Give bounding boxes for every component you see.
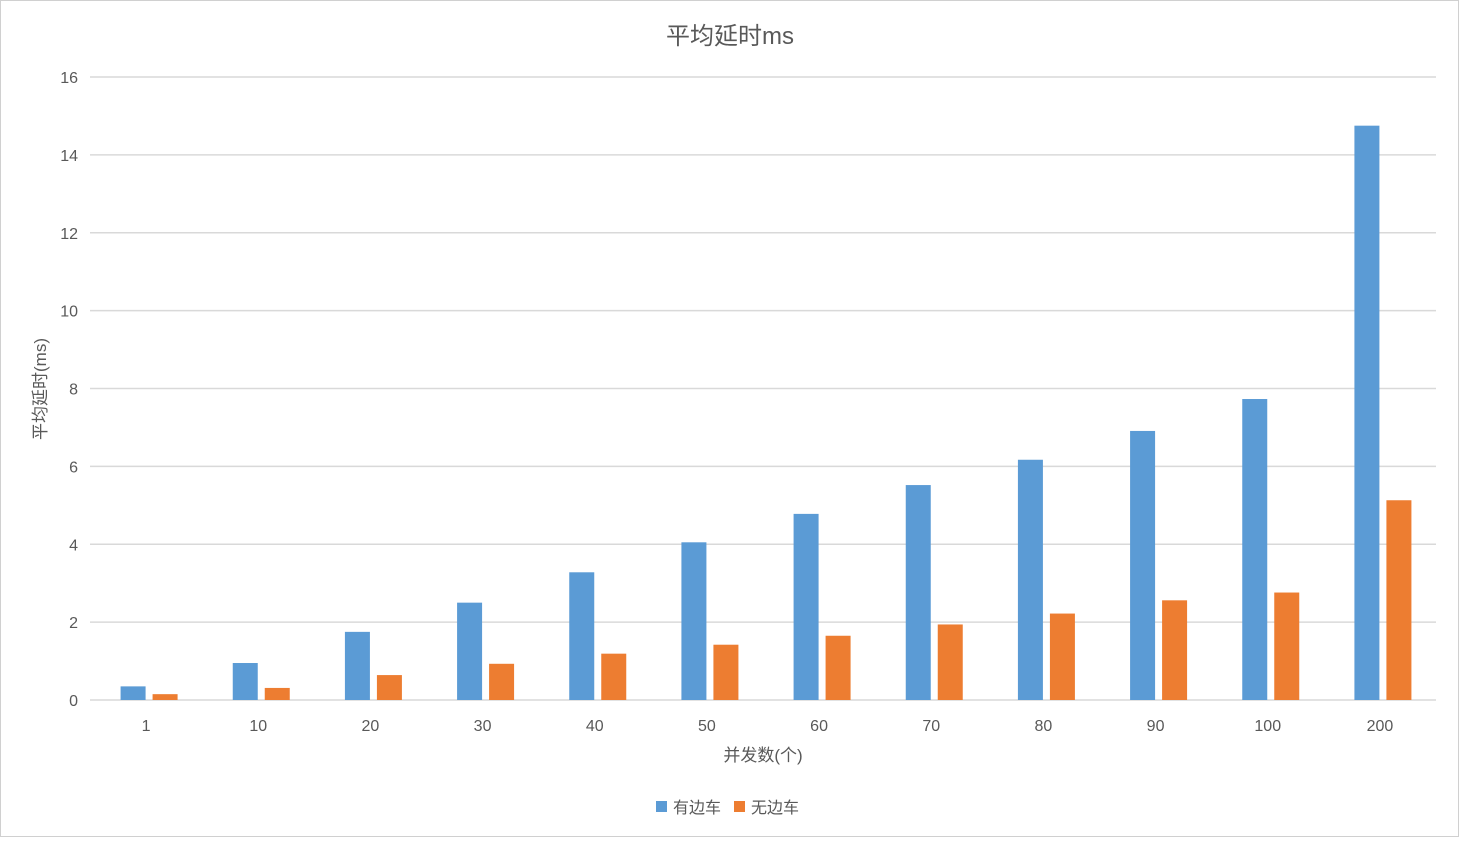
bar-with-sidecar <box>793 513 819 700</box>
x-tick-label: 20 <box>362 718 380 735</box>
x-tick-label: 10 <box>249 718 267 735</box>
bar-with-sidecar <box>1130 430 1156 700</box>
bar-with-sidecar <box>232 663 258 700</box>
y-tick-label: 8 <box>69 382 78 399</box>
x-tick-label: 30 <box>474 718 492 735</box>
y-tick-label: 12 <box>60 226 78 243</box>
bar-with-sidecar <box>1017 459 1043 700</box>
bar-without-sidecar <box>825 635 851 700</box>
x-tick-label: 70 <box>922 718 940 735</box>
legend: 有边车 无边车 <box>656 799 799 817</box>
y-tick-label: 4 <box>69 537 78 554</box>
bar-with-sidecar <box>681 542 707 700</box>
y-tick-label: 6 <box>69 459 78 476</box>
bar-without-sidecar <box>489 663 515 700</box>
chart-title: 平均延时ms <box>666 23 794 50</box>
legend-label: 有边车 <box>673 799 721 817</box>
bar-without-sidecar <box>713 644 739 700</box>
bar-with-sidecar <box>120 686 146 700</box>
x-tick-labels: 1 10 20 30 40 50 60 70 80 90 100 200 <box>142 718 1394 735</box>
bar-without-sidecar <box>376 675 402 700</box>
y-tick-label: 10 <box>60 304 78 321</box>
legend-swatch <box>734 801 745 812</box>
bar-with-sidecar <box>569 572 595 700</box>
x-tick-label: 1 <box>142 718 151 735</box>
x-tick-label: 50 <box>698 718 716 735</box>
bar-with-sidecar <box>1354 125 1380 700</box>
bar-without-sidecar <box>152 694 178 700</box>
bar-without-sidecar <box>601 653 627 700</box>
x-tick-label: 90 <box>1147 718 1165 735</box>
bar-with-sidecar <box>457 602 483 700</box>
bar-without-sidecar <box>937 624 963 700</box>
x-tick-label: 100 <box>1254 718 1281 735</box>
bars <box>120 125 1412 700</box>
x-tick-label: 200 <box>1367 718 1394 735</box>
legend-label: 无边车 <box>751 799 799 817</box>
y-axis-label: 平均延时(ms) <box>31 338 50 440</box>
bar-without-sidecar <box>1274 592 1300 700</box>
x-tick-label: 40 <box>586 718 604 735</box>
bar-without-sidecar <box>1162 600 1188 700</box>
y-tick-label: 2 <box>69 615 78 632</box>
x-axis-label: 并发数(个) <box>723 746 802 765</box>
y-tick-label: 0 <box>69 693 78 710</box>
y-tick-label: 16 <box>60 70 78 87</box>
bar-without-sidecar <box>264 687 290 700</box>
bar-with-sidecar <box>1242 399 1268 700</box>
bar-without-sidecar <box>1049 613 1075 700</box>
gridlines <box>90 76 1436 701</box>
y-tick-label: 14 <box>60 148 78 165</box>
bar-without-sidecar <box>1386 500 1412 700</box>
legend-swatch <box>656 801 667 812</box>
bar-with-sidecar <box>905 485 931 700</box>
x-tick-label: 60 <box>810 718 828 735</box>
bar-with-sidecar <box>344 631 370 700</box>
y-tick-labels: 0 2 4 6 8 10 12 14 16 <box>60 70 78 710</box>
x-tick-label: 80 <box>1035 718 1053 735</box>
